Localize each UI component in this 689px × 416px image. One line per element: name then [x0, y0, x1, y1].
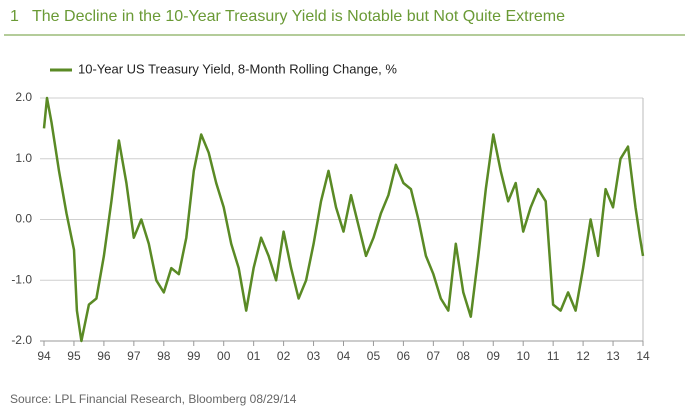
- x-tick-label: 08: [457, 349, 471, 363]
- x-tick-label: 05: [367, 349, 381, 363]
- figure-number: 1: [10, 8, 19, 25]
- x-tick-label: 00: [217, 349, 231, 363]
- x-tick-label: 12: [576, 349, 590, 363]
- y-tick-label: 2.0: [15, 90, 32, 104]
- x-tick-label: 94: [37, 349, 51, 363]
- x-tick-label: 04: [337, 349, 351, 363]
- y-tick-label: 0.0: [15, 212, 32, 226]
- x-tick-label: 97: [127, 349, 141, 363]
- x-tick-label: 03: [307, 349, 321, 363]
- x-tick-label: 07: [427, 349, 441, 363]
- x-tick-label: 11: [547, 349, 560, 363]
- y-tick-label: -1.0: [11, 272, 32, 286]
- x-tick-label: 06: [397, 349, 411, 363]
- x-tick-label: 13: [606, 349, 620, 363]
- y-tick-label: -2.0: [11, 333, 32, 347]
- x-tick-label: 99: [187, 349, 201, 363]
- x-tick-label: 95: [67, 349, 81, 363]
- data-line: [42, 96, 645, 343]
- x-tick-label: 14: [636, 349, 650, 363]
- legend-label: 10-Year US Treasury Yield, 8-Month Rolli…: [78, 61, 397, 76]
- x-tick-label: 10: [517, 349, 531, 363]
- x-tick-label: 96: [97, 349, 111, 363]
- x-tick-label: 02: [277, 349, 291, 363]
- chart-title: The Decline in the 10-Year Treasury Yiel…: [32, 8, 565, 25]
- source-note: Source: LPL Financial Research, Bloomber…: [10, 392, 297, 406]
- y-tick-label: 1.0: [15, 151, 32, 165]
- x-tick-label: 01: [247, 349, 261, 363]
- x-tick-label: 09: [487, 349, 501, 363]
- x-tick-label: 98: [157, 349, 171, 363]
